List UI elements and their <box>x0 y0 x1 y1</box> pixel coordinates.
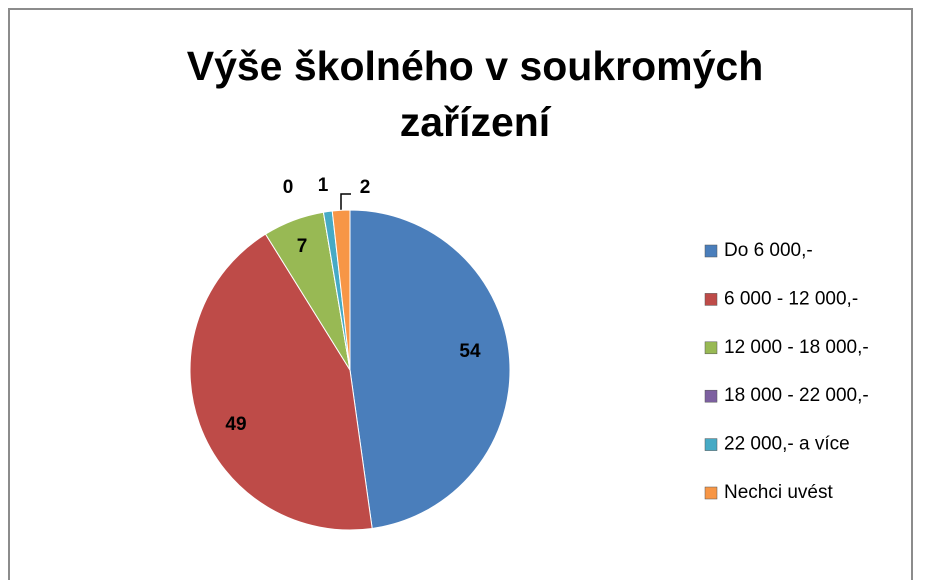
data-label: 54 <box>459 341 481 362</box>
data-label: 0 <box>283 177 294 198</box>
legend-label: 22 000,- a více <box>724 434 850 455</box>
data-label: 49 <box>225 414 246 435</box>
pie-slice <box>331 209 351 371</box>
legend-swatch <box>704 389 718 403</box>
legend-label: 6 000 - 12 000,- <box>724 288 858 309</box>
leader-line <box>340 193 351 210</box>
legend-swatch <box>704 486 718 500</box>
legend-label: 18 000 - 22 000,- <box>724 385 869 406</box>
legend-swatch <box>704 341 718 355</box>
legend-swatch <box>704 244 718 258</box>
legend-swatch <box>704 438 718 451</box>
pie-slice <box>349 209 511 530</box>
data-label: 7 <box>297 236 308 257</box>
chart-title: Výše školného v soukromých zařízení <box>186 43 764 145</box>
pie-slice <box>189 233 373 531</box>
data-label: 2 <box>360 177 371 198</box>
legend-label: Do 6 000,- <box>724 240 813 261</box>
data-label: 1 <box>318 175 329 196</box>
chart-frame <box>8 8 913 580</box>
legend-swatch <box>704 293 718 306</box>
legend-label: 12 000 - 18 000,- <box>724 337 869 358</box>
legend-label: Nechci uvést <box>724 482 833 503</box>
